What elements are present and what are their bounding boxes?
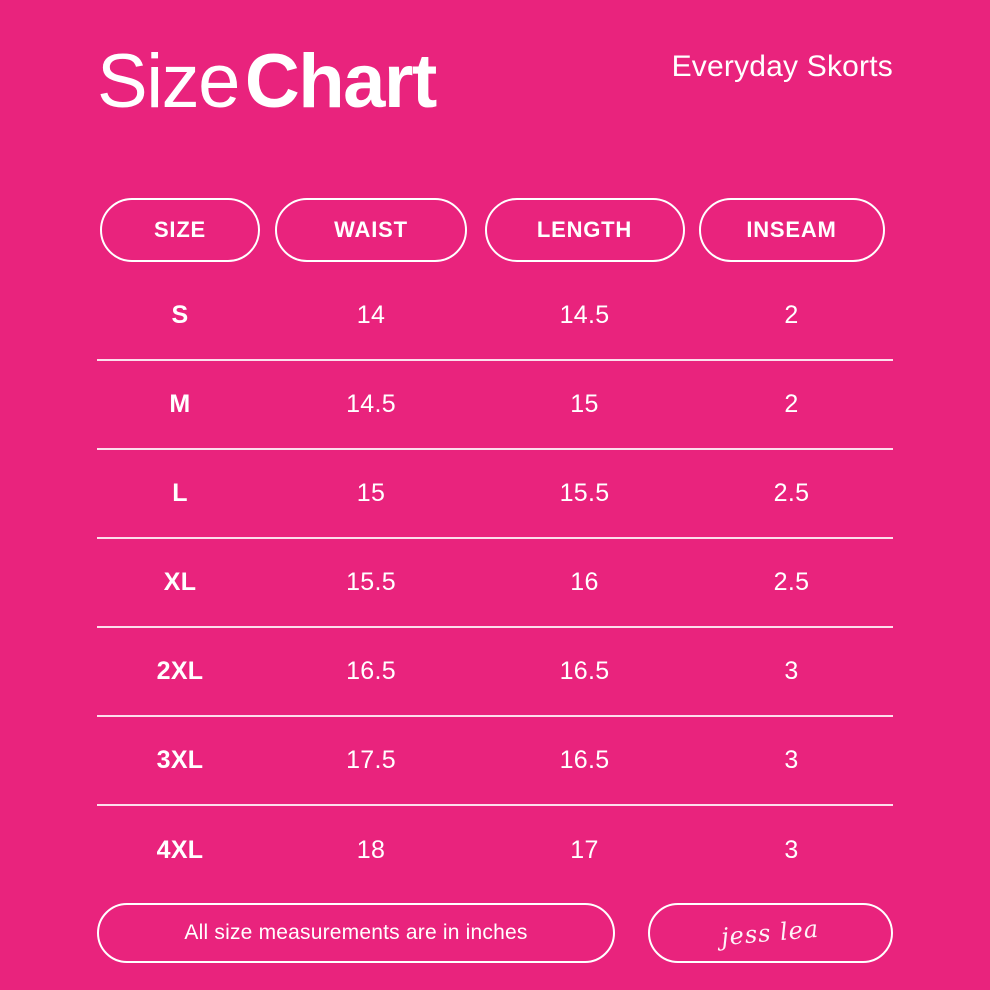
cell-inseam: 2 [784,389,799,418]
cell-length: 15.5 [559,478,610,507]
product-name: Everyday Skorts [671,50,893,83]
table-row-xl: XL 15.5 16 2.5 [97,539,893,628]
cell-length: 17 [570,835,599,864]
column-header-cell: SIZE [97,197,263,262]
cell-size: XL [163,567,197,596]
table-row-s: S 14 14.5 2 [97,272,893,361]
cell-size: M [169,389,191,418]
table-row-l: L 15 15.5 2.5 [97,450,893,539]
cell-size: 3XL [156,745,204,774]
cell-length: 14.5 [559,300,610,329]
cell-inseam: 2 [784,300,799,329]
cell-waist: 14 [356,300,386,329]
signature-pill: jess lea [648,902,893,963]
column-pill-waist: WAIST [275,197,467,262]
cell-inseam: 2.5 [773,478,810,507]
cell-waist: 18 [356,835,386,864]
column-pill-inseam: INSEAM [698,197,885,262]
cell-size: 2XL [156,656,204,685]
cell-inseam: 3 [784,656,799,685]
size-table: S 14 14.5 2 M 14.5 15 2 L 15 15.5 2.5 XL… [97,272,893,895]
table-row-3xl: 3XL 17.5 16.5 3 [97,717,893,806]
column-pill-length: LENGTH [484,197,685,262]
cell-waist: 14.5 [346,389,396,418]
cell-length: 16.5 [559,745,610,774]
cell-waist: 15 [356,478,386,507]
cell-waist: 16.5 [346,656,396,685]
cell-size: S [171,300,189,329]
measurement-note-text: All size measurements are in inches [184,920,528,944]
cell-size: 4XL [156,835,204,864]
cell-inseam: 3 [784,835,799,864]
page-title: SizeChart [97,39,437,124]
cell-length: 16.5 [559,656,610,685]
title-word-chart: Chart [244,39,437,124]
title-word-size: Size [97,39,240,124]
measurement-note-pill: All size measurements are in inches [97,902,615,963]
cell-inseam: 2.5 [773,567,810,596]
column-pill-size: SIZE [100,197,260,262]
cell-inseam: 3 [784,745,799,774]
table-row-m: M 14.5 15 2 [97,361,893,450]
table-row-2xl: 2XL 16.5 16.5 3 [97,628,893,717]
cell-waist: 15.5 [346,567,396,596]
table-row-4xl: 4XL 18 17 3 [97,806,893,895]
column-header-cell: WAIST [263,197,479,262]
brand-signature: jess lea [720,914,821,952]
cell-size: L [172,478,188,507]
cell-length: 15 [570,389,599,418]
column-header-row: SIZE WAIST LENGTH INSEAM [97,197,893,262]
column-header-cell: LENGTH [479,197,690,262]
cell-waist: 17.5 [346,745,396,774]
header: SizeChart Everyday Skorts [97,0,893,122]
column-header-cell: INSEAM [690,197,893,262]
footer: All size measurements are in inches jess… [97,902,893,963]
cell-length: 16 [570,567,599,596]
